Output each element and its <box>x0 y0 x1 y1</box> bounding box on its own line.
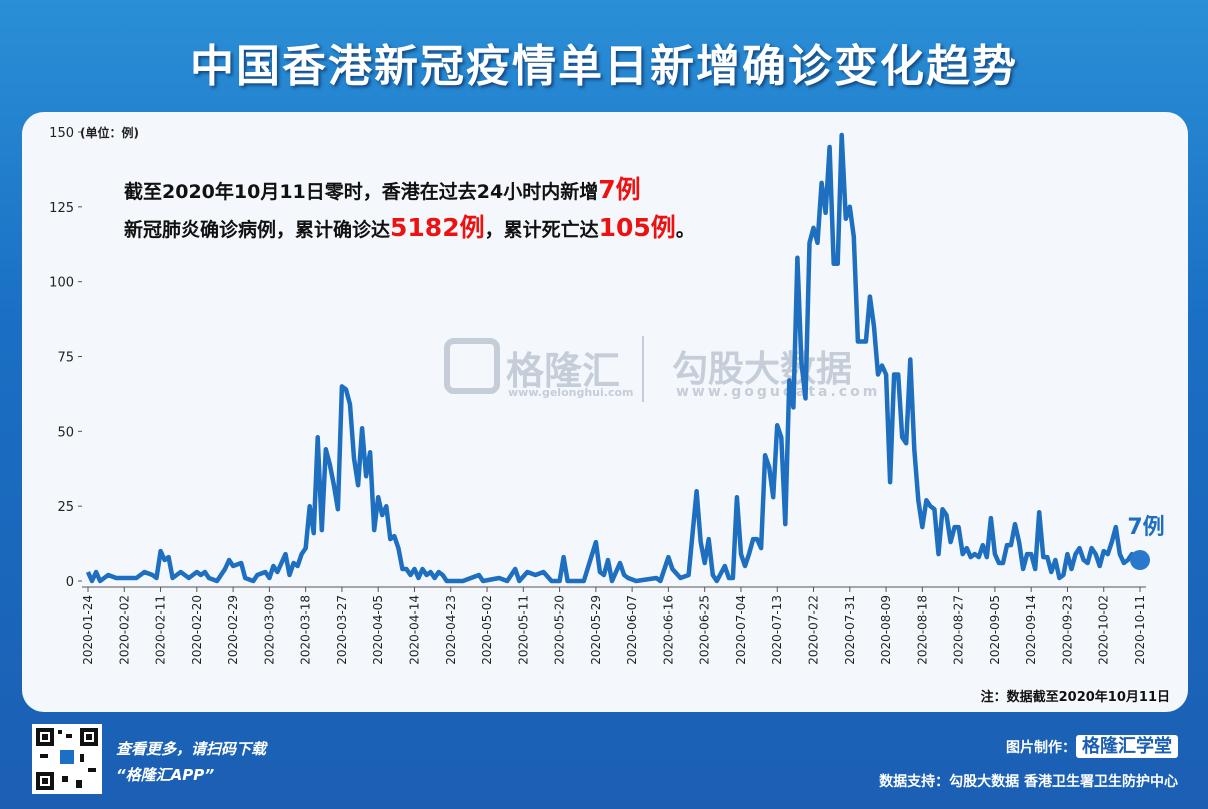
x-tick-label: 2020-07-31 <box>843 595 857 665</box>
watermark-partner-url: www.gogudata.com <box>676 384 881 400</box>
y-tick-label: 125 <box>49 201 74 216</box>
chart-panel <box>22 112 1188 712</box>
annotation-highlight: 7例 <box>598 175 641 204</box>
made-by: 格隆汇学堂 <box>1076 735 1178 758</box>
end-point <box>1130 550 1150 571</box>
app-name: “格隆汇APP” <box>116 766 215 784</box>
footer-left: 查看更多，请扫码下载 “格隆汇APP” <box>116 736 266 788</box>
end-label: 7例 <box>1127 515 1164 540</box>
x-tick-label: 2020-04-14 <box>407 595 421 665</box>
annotation-text: 。 <box>675 219 695 241</box>
x-tick-label: 2020-05-02 <box>480 595 494 665</box>
x-tick-label: 2020-04-23 <box>444 595 458 665</box>
x-tick-label: 2020-10-02 <box>1097 595 1111 665</box>
note: 注：数据截至2020年10月11日 <box>980 690 1170 705</box>
x-tick-label: 2020-09-14 <box>1024 595 1038 665</box>
watermark-brand: 格隆汇 <box>506 349 621 393</box>
x-tick-label: 2020-02-20 <box>190 595 204 665</box>
x-tick-label: 2020-08-09 <box>879 595 893 665</box>
watermark-partner: 勾股大数据 <box>672 349 853 390</box>
x-tick-label: 2020-05-29 <box>589 595 603 665</box>
annotation-text: 截至2020年10月11日零时，香港在过去24小时内新增 <box>124 181 599 203</box>
x-tick-label: 2020-09-05 <box>988 595 1002 665</box>
scan-text: 查看更多，请扫码下载 <box>116 740 267 758</box>
x-tick-label: 2020-03-27 <box>335 595 349 665</box>
x-tick-label: 2020-08-27 <box>952 595 966 665</box>
annotation-text: ，累计死亡达 <box>484 219 599 241</box>
watermark-url: www.gelonghui.com <box>508 386 634 399</box>
x-tick-label: 2020-08-18 <box>915 595 929 665</box>
y-tick-label: 100 <box>49 276 74 291</box>
y-tick-label: 25 <box>57 500 74 515</box>
x-tick-label: 2020-10-11 <box>1133 595 1147 665</box>
line <box>85 132 1140 584</box>
x-tick-label: 2020-03-18 <box>299 595 313 665</box>
footer-right: 图片制作： 格隆汇学堂 数据支持：勾股大数据 香港卫生署卫生防护中心 <box>879 730 1178 799</box>
x-tick-label: 2020-07-13 <box>770 595 784 665</box>
x-tick-label: 2020-06-16 <box>661 595 675 665</box>
x-tick-label: 2020-02-29 <box>226 595 240 665</box>
y-unit: (单位：例) <box>80 125 139 140</box>
page-title: 中国香港新冠疫情单日新增确诊变化趋势 <box>190 41 1018 92</box>
x-tick-label: 2020-04-05 <box>371 595 385 665</box>
y-tick-label: 0 <box>66 575 74 590</box>
y-tick-label: 150 <box>49 126 74 141</box>
x-tick-label: 2020-03-09 <box>262 595 276 665</box>
x-tick-label: 2020-07-22 <box>807 595 821 665</box>
made-by-label: 图片制作： <box>1006 740 1076 756</box>
y-tick-label: 50 <box>57 425 74 440</box>
source: 数据支持：勾股大数据 香港卫生署卫生防护中心 <box>879 774 1178 790</box>
x-tick-label: 2020-09-23 <box>1060 595 1074 665</box>
qr-code <box>32 724 102 794</box>
watermark-divider <box>642 336 644 402</box>
x-tick-label: 2020-01-24 <box>81 595 95 665</box>
x-tick-label: 2020-05-11 <box>516 595 530 665</box>
x-tick-label: 2020-02-02 <box>117 595 131 665</box>
x-tick-label: 2020-05-20 <box>553 595 567 665</box>
watermark-logo <box>444 338 500 394</box>
x-tick-label: 2020-06-25 <box>698 595 712 665</box>
y-tick-label: 75 <box>57 351 74 366</box>
annotation-highlight: 105例 <box>598 213 676 242</box>
annotation-text: 新冠肺炎确诊病例，累计确诊达 <box>124 219 391 241</box>
annotation: 截至2020年10月11日零时，香港在过去24小时内新增7例 新冠肺炎确诊病例，… <box>124 172 844 248</box>
annotation-highlight: 5182例 <box>390 213 485 242</box>
x-tick-label: 2020-07-04 <box>734 595 748 665</box>
x-tick-label: 2020-06-07 <box>625 595 639 665</box>
x-tick-label: 2020-02-11 <box>154 595 168 665</box>
